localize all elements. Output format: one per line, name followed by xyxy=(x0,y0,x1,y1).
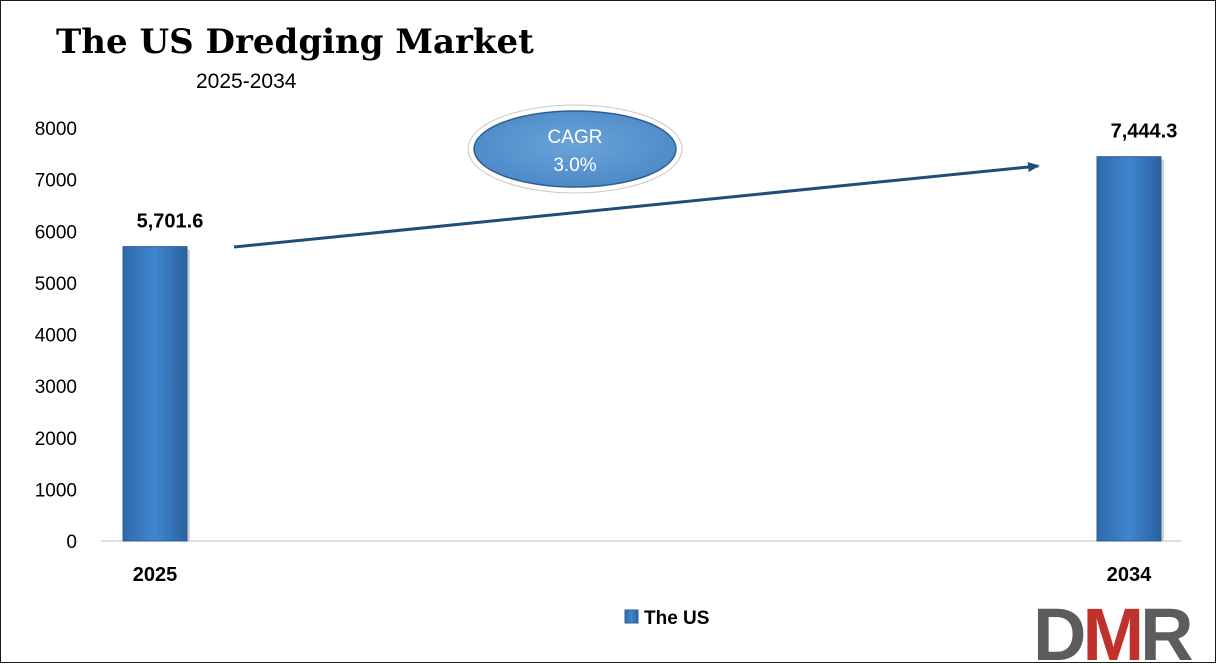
dmr-logo: DMR xyxy=(1033,593,1196,664)
data-labels-group: 5,701.6 7,444.3 xyxy=(137,121,1178,233)
legend-swatch xyxy=(624,609,639,624)
cagr-bubble: CAGR 3.0% xyxy=(467,104,683,194)
legend-label: The US xyxy=(644,608,709,629)
y-tick-label: 6000 xyxy=(35,222,77,243)
y-tick-label: 7000 xyxy=(35,171,77,192)
bar-2025 xyxy=(122,246,188,542)
legend: The US xyxy=(624,608,709,629)
growth-arrow xyxy=(233,162,1040,249)
bar-2034 xyxy=(1096,156,1162,542)
x-tick-label: 2025 xyxy=(133,564,178,586)
y-tick-label: 1000 xyxy=(35,480,77,501)
y-tick-label: 3000 xyxy=(35,377,77,398)
chart-title: The US Dredging Market xyxy=(56,22,534,62)
cagr-label: CAGR xyxy=(548,127,603,148)
y-axis: 0 1000 2000 3000 4000 5000 6000 7000 8000 xyxy=(35,119,77,553)
cagr-value: 3.0% xyxy=(553,155,596,176)
y-tick-label: 8000 xyxy=(35,119,77,140)
y-tick-label: 2000 xyxy=(35,429,77,450)
chart-subtitle: 2025-2034 xyxy=(196,70,297,93)
data-label-2034: 7,444.3 xyxy=(1111,121,1178,143)
x-tick-label: 2034 xyxy=(1107,564,1152,586)
y-tick-label: 5000 xyxy=(35,274,77,295)
bars-group xyxy=(122,156,1164,542)
y-tick-label: 0 xyxy=(66,532,77,553)
data-label-2025: 5,701.6 xyxy=(137,211,204,233)
logo-wordmark: DMR xyxy=(1033,593,1192,664)
y-tick-label: 4000 xyxy=(35,326,77,347)
x-axis: 2025 2034 xyxy=(133,564,1152,586)
